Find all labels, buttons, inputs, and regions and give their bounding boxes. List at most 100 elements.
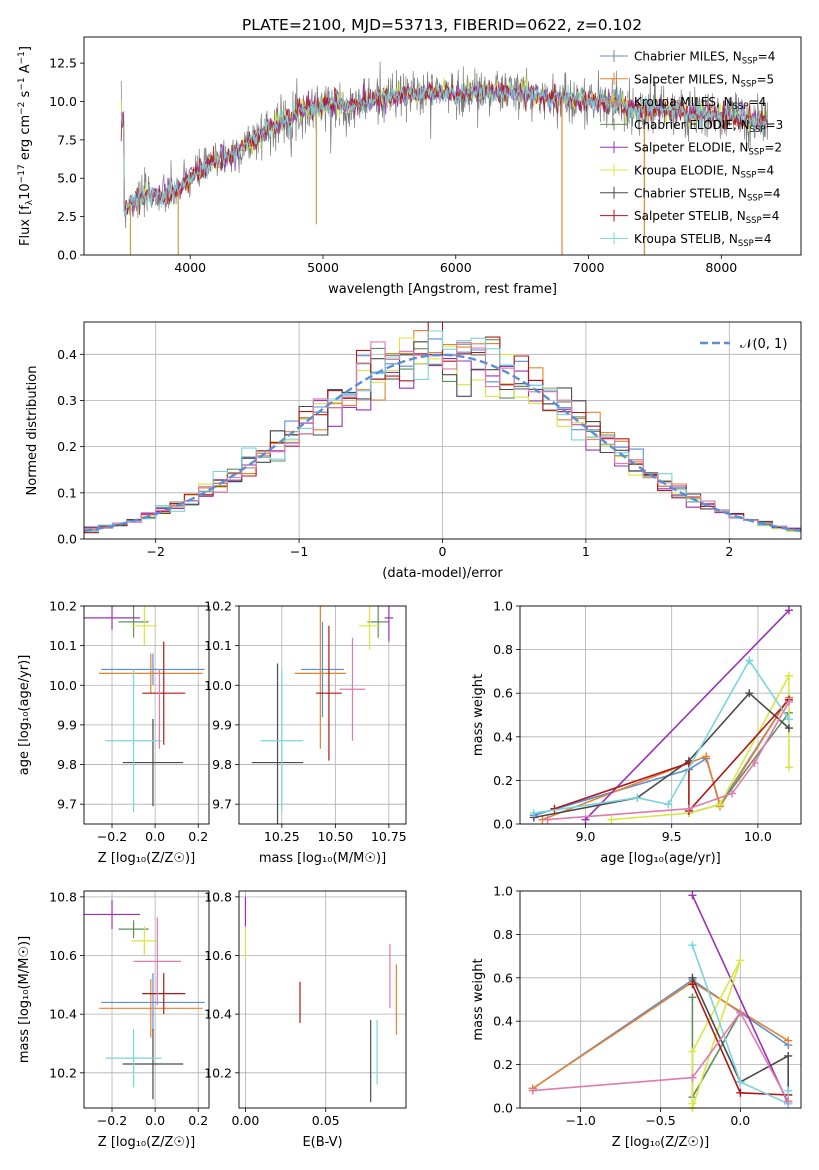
legend-entry: Chabrier ELODIE, NSSP=3 — [634, 118, 783, 135]
weight-point-marker — [736, 1077, 745, 1086]
weight-point-marker — [784, 1051, 793, 1060]
y-tick-label: 0.2 — [493, 773, 513, 788]
x-tick-label: 0.0 — [145, 829, 165, 844]
legend-subscript: SSP — [733, 102, 749, 112]
y-axis-label: Normed distribution — [25, 366, 40, 496]
legend-value: =4 — [762, 209, 780, 223]
x-tick-label: −0.2 — [97, 829, 127, 844]
x-tick-label: 0.05 — [312, 1113, 340, 1128]
y-tick-label: 0.8 — [493, 927, 513, 942]
weight-point-marker — [784, 606, 793, 615]
x-tick-label: 1 — [582, 544, 590, 559]
weight-point-marker — [750, 758, 759, 767]
y-tick-label: 10.8 — [204, 889, 232, 904]
normal-curve — [83, 353, 802, 533]
x-tick-label: 10.25 — [264, 829, 300, 844]
y-axis-label: age [log₁₀(age/yr)] — [17, 655, 32, 776]
y-tick-label: 9.8 — [57, 757, 77, 772]
legend-subscript: SSP — [747, 193, 763, 203]
weight-point-marker — [728, 789, 737, 798]
y-tick-label: 5.0 — [57, 171, 77, 186]
axes-frame — [519, 890, 802, 1109]
weight-series-line — [584, 609, 790, 821]
y-tick-label: 9.7 — [57, 797, 77, 812]
y-tick-label: 10.2 — [204, 599, 232, 614]
y-tick-label: 1.0 — [493, 884, 513, 899]
y-label-part: Flux [f — [18, 205, 33, 246]
weight-point-marker — [784, 1086, 793, 1095]
y-tick-label: 0.0 — [493, 817, 513, 832]
y-tick-label: 12.5 — [49, 56, 77, 71]
x-axis-label: Z [log₁₀(Z/Z☉)] — [98, 851, 195, 866]
x-tick-label: 10.0 — [744, 829, 772, 844]
y-tick-label: 0.6 — [493, 686, 513, 701]
legend-entry: 𝒩(0, 1) — [740, 337, 787, 352]
x-tick-label: 0.2 — [188, 1113, 208, 1128]
y-tick-label: 9.9 — [57, 717, 77, 732]
x-axis-label: Z [log₁₀(Z/Z☉)] — [612, 1135, 709, 1150]
y-label-part: erg cm — [18, 115, 33, 164]
legend-value: =4 — [749, 95, 767, 109]
weight-point-marker — [688, 941, 697, 950]
weight-point-marker — [736, 1088, 745, 1097]
axes-frame — [83, 321, 802, 540]
weight-point-marker — [529, 809, 538, 818]
x-tick-label: 0.2 — [188, 829, 208, 844]
weight-series-line — [691, 960, 742, 1108]
y-tick-label: 9.8 — [212, 757, 232, 772]
y-tick-label: 0.0 — [57, 248, 77, 263]
y-tick-label: 10.2 — [49, 599, 77, 614]
x-tick-label: 4000 — [174, 260, 206, 275]
x-tick-label: 8000 — [705, 260, 737, 275]
legend-subscript: SSP — [750, 125, 766, 135]
weight-point-marker — [702, 752, 711, 761]
weight-series-line — [533, 697, 790, 817]
x-tick-label: 0.0 — [730, 1113, 750, 1128]
legend-text: Chabrier MILES, N — [634, 50, 742, 64]
y-tick-label: 10.6 — [49, 948, 77, 963]
x-tick-label: 0.0 — [145, 1113, 165, 1128]
y-tick-label: 10.4 — [49, 1007, 77, 1022]
weight-point-marker — [715, 800, 724, 809]
legend-entry: Chabrier STELIB, NSSP=4 — [634, 186, 781, 203]
weight-point-marker — [550, 804, 559, 813]
y-label-part: −1 — [17, 51, 27, 64]
y-tick-label: 0.0 — [493, 1101, 513, 1116]
y-tick-label: 9.9 — [212, 717, 232, 732]
legend-text: Salpeter STELIB, N — [634, 209, 746, 223]
mass-vs-ebv-panel: 0.00 0.05 10.2 10.4 10.6 10.8 E(B-V) — [204, 889, 407, 1150]
axes-frame — [238, 890, 407, 1109]
axes-frame — [83, 36, 802, 256]
x-tick-label: −2 — [146, 544, 164, 559]
weight-series-line — [533, 692, 790, 819]
y-axis-label: Flux [fλ10−17 erg cm−2 s−1 A−1] — [17, 46, 35, 246]
y-tick-label: 10.8 — [49, 889, 77, 904]
weight-point-marker — [784, 763, 793, 772]
legend-subscript: SSP — [746, 216, 762, 226]
weight-series-line — [691, 945, 789, 1105]
y-tick-label: 10.2 — [204, 1065, 232, 1080]
weight-vs-age-panel: 9.0 9.5 10.0 0.0 0.2 0.4 0.6 0.8 1.0 age [log₁₀(a… — [471, 599, 802, 866]
legend-subscript: SSP — [741, 171, 757, 181]
legend-subscript: SSP — [742, 57, 758, 67]
weight-point-marker — [784, 724, 793, 733]
weight-point-marker — [664, 800, 673, 809]
weight-point-marker — [745, 689, 754, 698]
legend-value: =4 — [758, 50, 776, 64]
mass-vs-Z-panel: −0.2 0.0 0.2 10.2 10.4 10.6 10.8 Z [log₁₀(Z/Z☉)… — [17, 889, 210, 1150]
y-tick-label: 0.4 — [493, 729, 513, 744]
y-axis-label: mass [log₁₀(M/M☉)] — [17, 936, 32, 1063]
legend-value: =4 — [763, 186, 781, 200]
legend-subscript: SSP — [741, 79, 757, 89]
weight-vs-Z-panel: −1.0 −0.5 0.0 0.0 0.2 0.4 0.6 0.8 1.0 Z [log₁₀(Z/… — [471, 884, 802, 1150]
y-tick-label: 0.0 — [57, 532, 77, 547]
histogram-step — [84, 341, 801, 531]
weight-point-marker — [688, 980, 697, 989]
x-tick-label: 5000 — [307, 260, 339, 275]
y-tick-label: 10.1 — [49, 638, 77, 653]
weight-point-marker — [784, 1097, 793, 1106]
y-tick-label: 0.1 — [57, 485, 77, 500]
x-axis-label: (data-model)/error — [382, 566, 503, 581]
